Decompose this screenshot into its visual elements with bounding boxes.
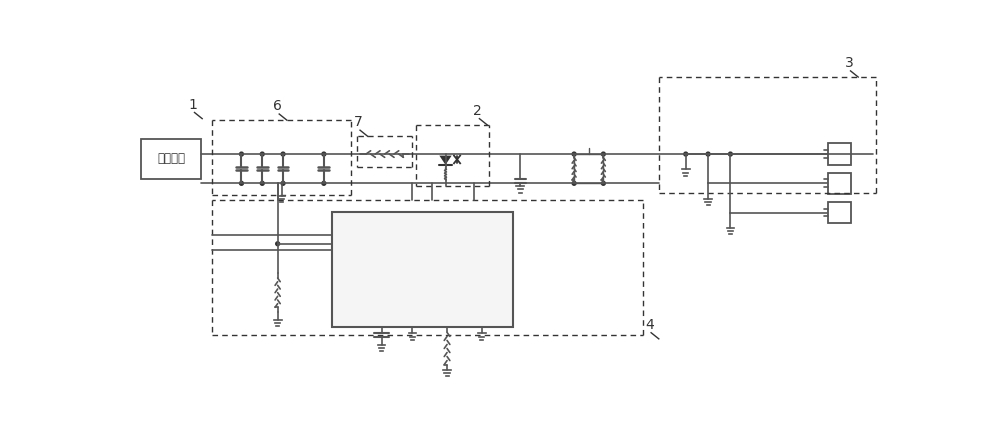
Text: 6: 6 (273, 99, 282, 113)
Circle shape (281, 181, 285, 185)
Circle shape (260, 152, 264, 156)
Circle shape (601, 181, 605, 185)
Circle shape (684, 152, 688, 156)
Circle shape (601, 152, 605, 156)
Bar (828, 143, 851, 165)
Circle shape (276, 242, 280, 245)
Bar (332, 212, 512, 327)
Circle shape (322, 181, 326, 185)
Bar (828, 173, 851, 194)
Text: 3: 3 (845, 56, 853, 70)
Circle shape (572, 152, 576, 156)
Bar (828, 202, 851, 223)
Circle shape (322, 152, 326, 156)
Circle shape (728, 152, 732, 156)
Circle shape (281, 152, 285, 156)
Text: 4: 4 (645, 318, 654, 332)
Text: 电源模块: 电源模块 (157, 152, 185, 165)
Circle shape (706, 152, 710, 156)
Circle shape (260, 181, 264, 185)
Circle shape (240, 152, 243, 156)
Circle shape (240, 181, 243, 185)
Polygon shape (439, 156, 452, 165)
Bar (141, 139, 201, 179)
Text: 2: 2 (473, 104, 482, 118)
Text: 1: 1 (189, 98, 197, 112)
Circle shape (572, 181, 576, 185)
Text: 7: 7 (354, 115, 363, 129)
